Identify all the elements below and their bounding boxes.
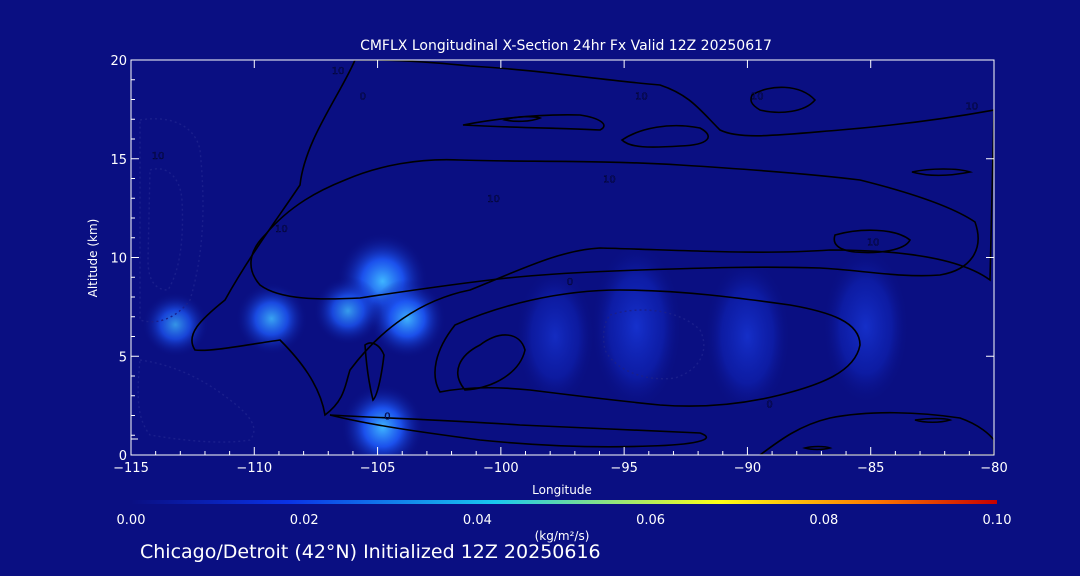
fill-region-9: [822, 248, 909, 405]
contour-zero-mid: [434, 289, 861, 407]
contour-label-9: 10: [332, 66, 345, 77]
contour-right-oval: [833, 229, 912, 254]
x-tick-label--95: −95: [610, 461, 637, 476]
y-tick-label-15: 15: [110, 153, 127, 168]
contour-small-1: [502, 115, 543, 123]
contour-label-1: 0: [384, 411, 390, 422]
contour-label-12: 10: [152, 151, 165, 162]
y-tick-label-10: 10: [110, 252, 127, 267]
contour-label-5: 10: [603, 174, 616, 185]
x-axis-ticks: [130, 60, 995, 455]
y-axis-ticks: [131, 59, 994, 456]
colorbar-tick-label-5: 0.10: [983, 513, 1012, 528]
contour-label-7: 10: [965, 101, 978, 112]
contour-label-3: 0: [766, 400, 772, 411]
x-tick-label--85: −85: [857, 461, 884, 476]
y-tick-label-20: 20: [110, 54, 127, 69]
x-tick-label--100: −100: [483, 461, 519, 476]
x-tick-label--105: −105: [360, 461, 396, 476]
contour-label-8: 10: [635, 92, 648, 103]
x-tick-label--115: −115: [113, 461, 149, 476]
colorbar-tick-labels: 0.00 0.02 0.04 0.06 0.08 0.10: [117, 513, 1012, 528]
x-tick-labels: −115 −110 −105 −100 −95 −90 −85 −80: [113, 461, 1008, 476]
contour-dotted: [137, 118, 705, 443]
fill-region-2: [368, 279, 446, 359]
contour-low-right: [758, 411, 994, 455]
contour-label-13: 10: [275, 224, 288, 235]
fill-region-10: [515, 267, 595, 406]
contour-small-2: [914, 417, 953, 424]
colorbar-tick-label-3: 0.06: [636, 513, 665, 528]
x-tick-label--90: −90: [734, 461, 761, 476]
colorbar: [131, 500, 997, 504]
contour-right-small: [911, 168, 974, 177]
x-tick-label--80: −80: [980, 461, 1007, 476]
contour-narrow-1: [364, 342, 385, 402]
y-tick-label-0: 0: [119, 449, 127, 464]
chart-title: CMFLX Longitudinal X-Section 24hr Fx Val…: [360, 38, 772, 54]
contour-lower-ridge: [329, 414, 708, 448]
colorbar-tick-label-4: 0.08: [809, 513, 838, 528]
fill-region-7: [590, 242, 683, 411]
fill-region-6: [340, 384, 425, 455]
contour-label-10: 0: [360, 92, 366, 103]
y-axis-label: Altitude (km): [86, 219, 100, 298]
fill-region-8: [704, 258, 791, 415]
x-tick-label--110: −110: [236, 461, 272, 476]
fill-layer: [142, 232, 909, 455]
contour-top-oval: [750, 86, 817, 114]
y-tick-labels: 0 5 10 15 20: [110, 54, 127, 464]
x-axis-label: Longitude: [532, 483, 592, 497]
y-tick-label-5: 5: [119, 350, 127, 365]
colorbar-tick-label-0: 0.00: [117, 513, 146, 528]
contour-zero-inner: [456, 334, 526, 391]
contour-label-6: 10: [867, 238, 880, 249]
footer-text: Chicago/Detroit (42°N) Initialized 12Z 2…: [140, 541, 601, 563]
contour-label-4: 10: [487, 194, 500, 205]
colorbar-tick-label-1: 0.02: [290, 513, 319, 528]
fill-region-3: [313, 276, 383, 346]
contour-label-11: 10: [751, 92, 764, 103]
colorbar-unit-label: (kg/m²/s): [535, 529, 590, 543]
contour-label-2: 0: [567, 277, 573, 288]
contour-small-3: [802, 445, 833, 451]
contour-lines: [191, 60, 994, 455]
contour-top-right: [620, 124, 709, 148]
fill-region-4: [235, 282, 308, 355]
colorbar-tick-label-2: 0.04: [463, 513, 492, 528]
contour-labels: 0 0 0 10 10 10 10 10 10 0 10 10 10: [152, 66, 979, 423]
contour-outer-10: [191, 60, 994, 417]
contour-inner-10: [250, 158, 979, 300]
